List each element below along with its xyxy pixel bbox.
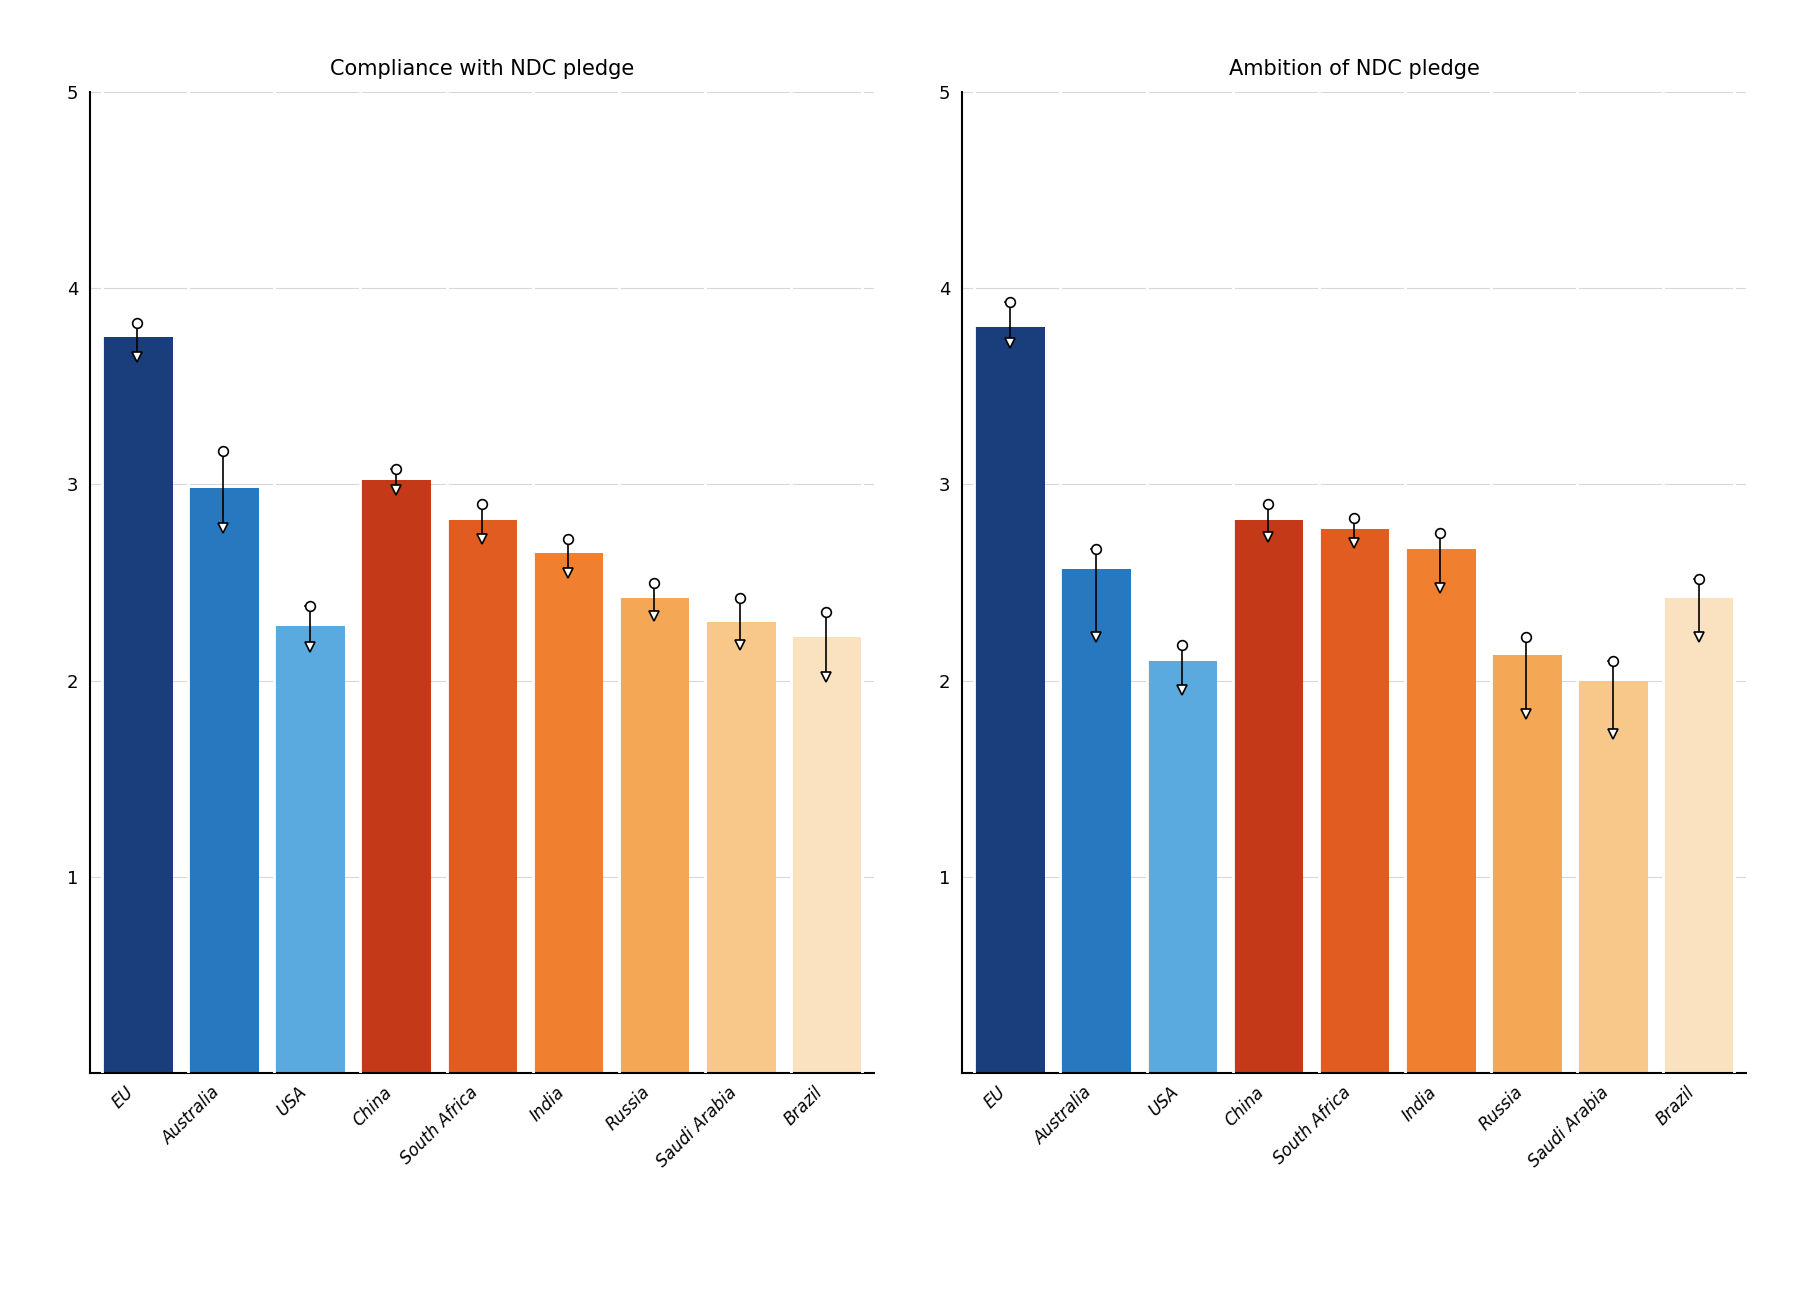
- Bar: [619, 598, 689, 1073]
- Title: Compliance with NDC pledge: Compliance with NDC pledge: [329, 59, 634, 79]
- Bar: [360, 480, 430, 1073]
- Title: Ambition of NDC pledge: Ambition of NDC pledge: [1229, 59, 1480, 79]
- Bar: [974, 327, 1046, 1073]
- Bar: [446, 520, 517, 1073]
- Bar: [1577, 681, 1647, 1073]
- Bar: [103, 336, 173, 1073]
- Bar: [1233, 520, 1303, 1073]
- Bar: [189, 488, 259, 1073]
- Bar: [1060, 568, 1130, 1073]
- Bar: [1490, 654, 1562, 1073]
- Bar: [790, 637, 862, 1073]
- Bar: [274, 626, 346, 1073]
- Bar: [1319, 529, 1390, 1073]
- Bar: [1147, 661, 1217, 1073]
- Bar: [1663, 598, 1733, 1073]
- Bar: [706, 622, 776, 1073]
- Bar: [1406, 548, 1476, 1073]
- Bar: [533, 552, 603, 1073]
